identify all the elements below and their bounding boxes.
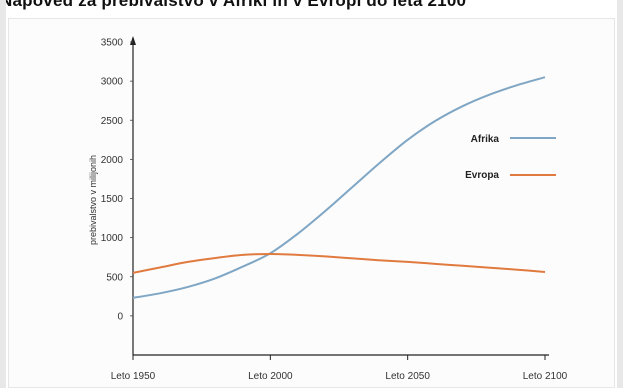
y-tick-label: 1000: [101, 233, 124, 244]
x-tick-label: Leto 1950: [111, 371, 156, 382]
scan-edge-right: [617, 0, 623, 388]
x-axis-ticks: Leto 1950 Leto 2000 Leto 2050 Leto 2100: [111, 355, 568, 382]
legend-label-afrika: Afrika: [471, 134, 500, 145]
legend-label-evropa: Evropa: [465, 170, 499, 181]
x-tick-label: Leto 2000: [248, 371, 293, 382]
y-axis-ticks: 0 500 1000 1500 2000 2500 3000 3500: [101, 38, 133, 322]
scan-edge-left: [0, 0, 6, 388]
y-tick-label: 1500: [101, 194, 124, 205]
y-tick-label: 3500: [101, 38, 124, 49]
y-axis-arrow: [130, 36, 136, 45]
series-line-afrika: [132, 76, 546, 299]
y-tick-label: 2500: [101, 116, 124, 127]
x-tick-label: Leto 2100: [523, 371, 568, 382]
y-tick-label: 2000: [101, 155, 124, 166]
y-tick-label: 0: [117, 311, 123, 322]
y-tick-label: 500: [106, 272, 123, 283]
chart-legend: Afrika Evropa: [465, 134, 556, 181]
series-line-evropa: [132, 253, 546, 274]
y-axis-label: prebivalstvo v milijonih: [88, 155, 98, 245]
chart-axes: [130, 36, 549, 356]
page-title: Napoved za prebivalstvo v Afriki in v Ev…: [0, 0, 467, 10]
series-lines: [132, 76, 546, 299]
y-tick-label: 3000: [101, 77, 124, 88]
chart-frame: [8, 18, 615, 388]
x-tick-label: Leto 2050: [385, 371, 430, 382]
